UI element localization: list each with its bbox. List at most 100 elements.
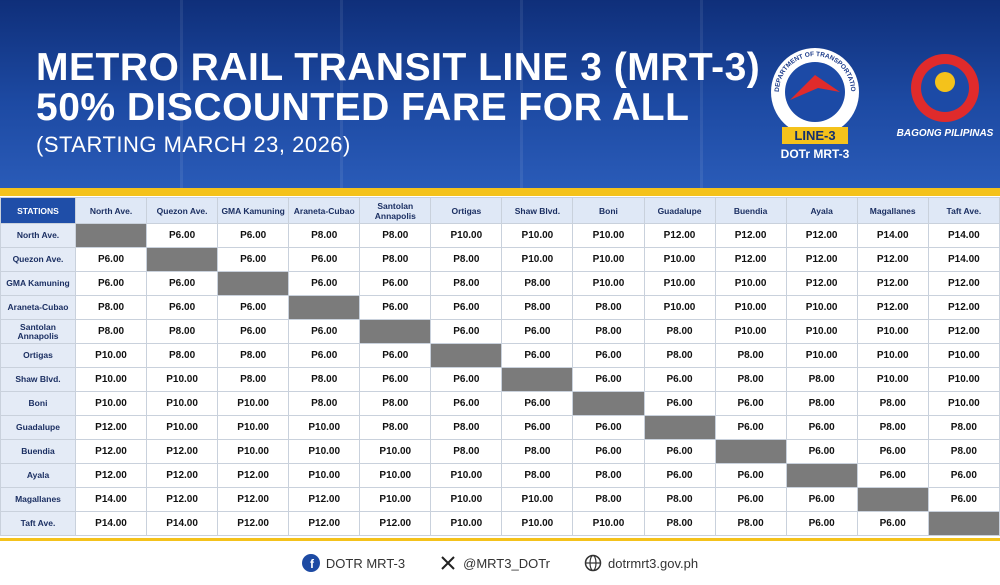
header-row: STATIONS North Ave. Quezon Ave. GMA Kamuni… (0, 197, 1000, 224)
fare-cell: P8.00 (501, 439, 574, 464)
same-station-cell (856, 487, 929, 512)
fare-cell: P10.00 (430, 511, 503, 536)
fare-cell: P12.00 (288, 511, 361, 536)
fare-cell: P12.00 (217, 463, 290, 488)
fare-cell: P10.00 (927, 391, 1000, 416)
fare-cell: P12.00 (785, 223, 858, 248)
row-header: Ortigas (0, 343, 76, 368)
titles: METRO RAIL TRANSIT LINE 3 (MRT-3) 50% DI… (36, 48, 760, 158)
fare-cell: P10.00 (643, 295, 716, 320)
fare-cell: P6.00 (359, 295, 432, 320)
fare-matrix: STATIONS North Ave. Quezon Ave. GMA Kamuni… (0, 197, 1000, 536)
fare-cell: P10.00 (74, 391, 148, 416)
fare-cell: P6.00 (572, 439, 645, 464)
row-header: Ayala (0, 463, 76, 488)
fare-cell: P10.00 (146, 391, 219, 416)
fare-cell: P8.00 (501, 463, 574, 488)
fare-cell: P6.00 (643, 367, 716, 392)
brand-sun (935, 72, 955, 92)
same-station-cell (643, 415, 716, 440)
fare-cell: P10.00 (146, 415, 219, 440)
fare-cell: P14.00 (927, 223, 1000, 248)
fare-cell: P8.00 (359, 223, 432, 248)
fare-cell: P6.00 (785, 511, 858, 536)
row-header: Quezon Ave. (0, 247, 76, 272)
website-link[interactable]: dotrmrt3.gov.ph (584, 554, 698, 572)
facebook-link[interactable]: f DOTR MRT-3 (301, 554, 406, 572)
column-header: Boni (572, 197, 645, 224)
decor (700, 0, 703, 188)
same-station-cell (572, 391, 645, 416)
fare-cell: P6.00 (785, 415, 858, 440)
fare-cell: P14.00 (74, 511, 148, 536)
fare-cell: P8.00 (146, 319, 219, 344)
fare-cell: P6.00 (146, 223, 219, 248)
logos: DEPARTMENT OF TRANSPORTATION 1899 LINE-3… (760, 30, 994, 161)
fare-cell: P14.00 (74, 487, 148, 512)
globe-icon (584, 554, 602, 572)
fare-cell: P6.00 (714, 391, 787, 416)
fare-cell: P6.00 (927, 487, 1000, 512)
footer: f DOTR MRT-3 @MRT3_DOTr dotrmrt3.gov.ph (0, 545, 1000, 581)
line3-sub: DOTr MRT-3 (781, 147, 850, 161)
line3-box (782, 127, 848, 144)
fare-cell: P10.00 (74, 367, 148, 392)
fare-row: Shaw Blvd. P10.00 P10.00 P8.00 P8.00 P6.00 P6.… (0, 367, 1000, 392)
decor (180, 0, 183, 188)
fare-cell: P6.00 (643, 391, 716, 416)
fare-cell: P12.00 (927, 295, 1000, 320)
fare-cell: P10.00 (643, 271, 716, 296)
subtitle: (STARTING MARCH 23, 2026) (36, 132, 351, 157)
column-header: Ortigas (430, 197, 503, 224)
column-header: Guadalupe (643, 197, 716, 224)
fare-cell: P12.00 (785, 271, 858, 296)
fare-cell: P6.00 (714, 487, 787, 512)
decor (340, 0, 343, 188)
fare-cell: P6.00 (288, 319, 361, 344)
fare-cell: P6.00 (288, 271, 361, 296)
fare-cell: P8.00 (146, 343, 219, 368)
same-station-cell (288, 295, 361, 320)
facebook-handle: DOTR MRT-3 (325, 555, 406, 571)
fare-cell: P6.00 (217, 319, 290, 344)
fare-cell: P10.00 (288, 415, 361, 440)
fare-cell: P8.00 (643, 487, 716, 512)
fare-cell: P12.00 (856, 271, 929, 296)
column-header: Araneta-Cubao (288, 197, 361, 224)
fare-cell: P10.00 (643, 247, 716, 272)
fare-cell: P6.00 (501, 343, 574, 368)
column-header: Magallanes (856, 197, 929, 224)
fare-cell: P12.00 (927, 271, 1000, 296)
fare-cell: P8.00 (74, 319, 148, 344)
fare-cell: P8.00 (643, 511, 716, 536)
row-header: Shaw Blvd. (0, 367, 76, 392)
fare-cell: P6.00 (217, 247, 290, 272)
fare-cell: P6.00 (501, 415, 574, 440)
fare-row: Guadalupe P12.00 P10.00 P10.00 P10.00 P8.00 P8… (0, 415, 1000, 440)
x-link[interactable]: @MRT3_DOTr (439, 554, 550, 572)
fare-cell: P12.00 (74, 463, 148, 488)
fare-row: Boni P10.00 P10.00 P10.00 P8.00 P8.00 P6.00 P6.… (0, 391, 1000, 416)
brand: BAGONG PILIPINAS (897, 128, 994, 139)
fare-row: Quezon Ave. P6.00 P6.00 P6.00 P8.00 P8.00 P10.… (0, 247, 1000, 272)
row-header: Guadalupe (0, 415, 76, 440)
column-header: Buendia (714, 197, 787, 224)
fare-cell: P6.00 (146, 295, 219, 320)
fare-cell: P8.00 (856, 415, 929, 440)
fare-cell: P6.00 (74, 271, 148, 296)
row-header: North Ave. (0, 223, 76, 248)
row-header: Taft Ave. (0, 511, 76, 536)
fare-cell: P10.00 (572, 223, 645, 248)
fare-cell: P6.00 (856, 511, 929, 536)
fare-cell: P6.00 (856, 439, 929, 464)
title: METRO RAIL TRANSIT LINE 3 (MRT-3) (36, 46, 761, 89)
row-header: Boni (0, 391, 76, 416)
fare-cell: P12.00 (359, 511, 432, 536)
fare-cell: P10.00 (785, 319, 858, 344)
fare-cell: P10.00 (785, 343, 858, 368)
fare-cell: P12.00 (856, 247, 929, 272)
fare-row: Magallanes P14.00 P12.00 P12.00 P12.00 P10.00… (0, 487, 1000, 512)
fare-cell: P8.00 (430, 247, 503, 272)
fare-cell: P10.00 (217, 415, 290, 440)
facebook-icon: f (301, 554, 320, 572)
